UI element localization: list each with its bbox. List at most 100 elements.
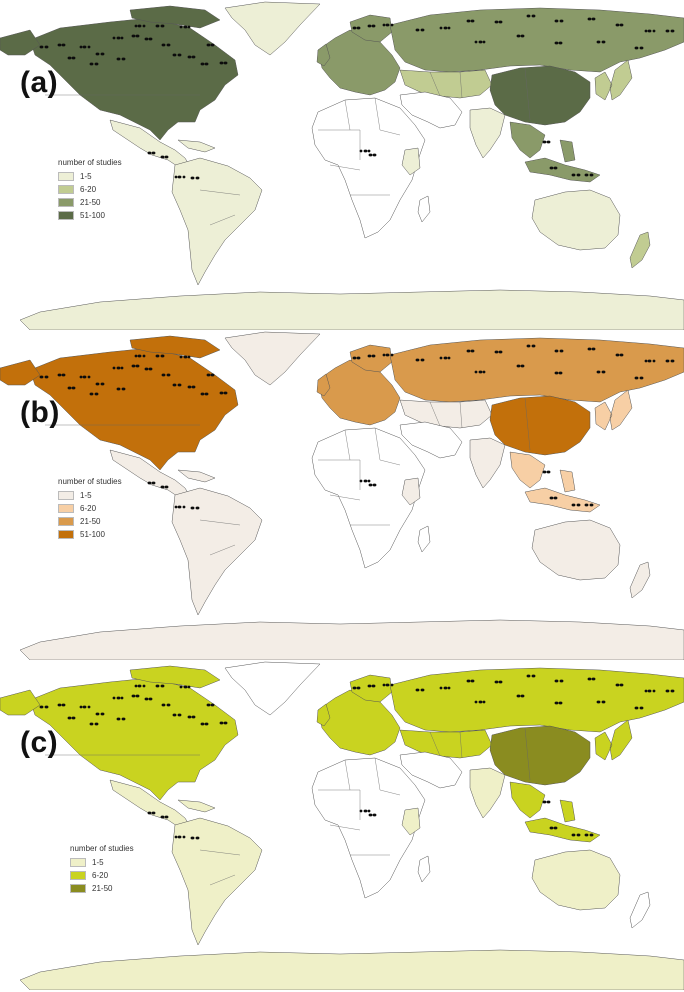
forest-plot-marker (87, 705, 91, 709)
forest-plot-marker (648, 29, 652, 33)
europe-region (317, 29, 401, 96)
forest-plot-marker (369, 153, 373, 157)
country-border (329, 164, 361, 171)
forest-plot-marker (40, 375, 44, 379)
australia-region (531, 189, 621, 251)
forest-plot-marker (134, 354, 138, 358)
legend-b: number of studies 1-5 6-20 21-50 51-100 (58, 477, 122, 541)
forest-plot-marker (390, 23, 394, 27)
forest-plot-marker (444, 686, 448, 690)
forest-plot-marker (597, 700, 601, 704)
forest-plot-marker (58, 43, 62, 47)
india-region (469, 437, 506, 489)
country-border (459, 71, 463, 99)
antarctica-region (19, 289, 684, 330)
legend-swatch (70, 858, 86, 867)
forest-plot-marker (386, 23, 390, 27)
forest-plot-marker (120, 366, 124, 370)
europe-region (317, 689, 401, 756)
forest-plot-marker (96, 52, 100, 56)
china-region (489, 725, 591, 786)
forest-plot-marker (178, 383, 182, 387)
forest-plot-marker (554, 166, 558, 170)
forest-plot-marker (196, 176, 200, 180)
forest-plot-marker (560, 349, 564, 353)
forest-plot-marker (521, 694, 525, 698)
forest-plot-marker (517, 694, 521, 698)
forest-plot-marker (373, 483, 377, 487)
forest-plot-marker (635, 376, 639, 380)
forest-plot-marker (602, 370, 606, 374)
forest-plot-marker (532, 344, 536, 348)
forest-plot-marker (161, 485, 165, 489)
australia-region (531, 519, 621, 581)
forest-plot-marker (83, 375, 87, 379)
forest-plot-marker (369, 483, 373, 487)
forest-plot-marker (369, 813, 373, 817)
forest-plot-marker (382, 23, 386, 27)
forest-plot-marker (120, 36, 124, 40)
forest-plot-marker (572, 503, 576, 507)
forest-plot-marker (167, 43, 171, 47)
forest-plot-marker (68, 386, 72, 390)
forest-plot-marker (161, 354, 165, 358)
forest-plot-marker (471, 679, 475, 683)
forest-plot-marker (156, 684, 160, 688)
legend-row-b-2: 21-50 (58, 515, 122, 528)
forest-plot-marker (173, 53, 177, 57)
forest-plot-marker (577, 833, 581, 837)
country-border (199, 849, 241, 856)
forest-plot-marker (192, 715, 196, 719)
legend-title-c: number of studies (70, 844, 134, 853)
forest-plot-marker (616, 683, 620, 687)
forest-plot-marker (148, 151, 152, 155)
legend-text: 6-20 (80, 504, 97, 513)
forest-plot-marker (138, 24, 142, 28)
forest-plot-marker (555, 679, 559, 683)
forest-plot-marker (367, 479, 371, 483)
forest-plot-marker (224, 391, 228, 395)
forest-plot-marker (635, 706, 639, 710)
map-panel-c: (c) number of studies 1-5 6-20 21-50 (0, 660, 684, 992)
forest-plot-marker (90, 62, 94, 66)
forest-plot-marker (62, 703, 66, 707)
forest-plot-marker (390, 353, 394, 357)
map-panel-a: (a) number of studies 1-5 6-20 21-50 51-… (0, 0, 684, 330)
forest-plot-marker (188, 385, 192, 389)
forest-plot-marker (142, 24, 146, 28)
forest-plot-marker (68, 716, 72, 720)
forest-plot-marker (101, 712, 105, 716)
forest-plot-marker (220, 721, 224, 725)
forest-plot-marker (364, 149, 368, 153)
forest-plot-marker (588, 347, 592, 351)
forest-plot-marker (666, 689, 670, 693)
forest-plot-marker (652, 29, 656, 33)
forest-plot-marker (527, 14, 531, 18)
forest-plot-marker (68, 56, 72, 60)
forest-plot-marker (182, 175, 186, 179)
forest-plot-marker (187, 355, 191, 359)
forest-plot-marker (156, 24, 160, 28)
new-zealand-region (629, 231, 651, 269)
forest-plot-marker (138, 354, 142, 358)
forest-plot-marker (372, 24, 376, 28)
country-border (344, 429, 351, 461)
forest-plot-marker (179, 685, 183, 689)
forest-plot-marker (149, 37, 153, 41)
forest-plot-marker (122, 57, 126, 61)
legend-swatch (58, 172, 74, 181)
forest-plot-marker (152, 481, 156, 485)
forest-plot-marker (416, 358, 420, 362)
world-map-c (0, 661, 684, 990)
forest-plot-marker (592, 677, 596, 681)
forest-plot-marker (550, 826, 554, 830)
world-map-b (0, 331, 684, 660)
forest-plot-marker (416, 28, 420, 32)
forest-plot-marker (588, 17, 592, 21)
forest-plot-marker (136, 694, 140, 698)
forest-plot-marker (547, 140, 551, 144)
forest-plot-marker (439, 356, 443, 360)
country-border (524, 727, 531, 781)
forest-plot-marker (620, 353, 624, 357)
forest-plot-marker (585, 503, 589, 507)
